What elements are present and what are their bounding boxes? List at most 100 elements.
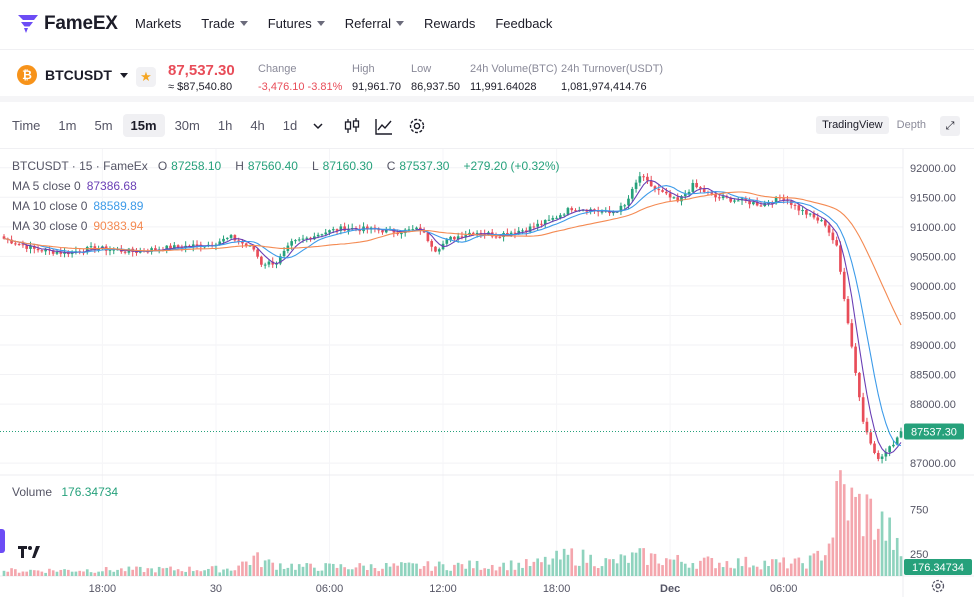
- candle-body: [36, 248, 40, 251]
- candle-body: [40, 250, 44, 252]
- candle-body: [316, 234, 320, 237]
- interval-30m[interactable]: 30m: [174, 118, 200, 133]
- interval-1d[interactable]: 1d: [282, 118, 298, 133]
- pair-selector[interactable]: ₿ BTCUSDT: [17, 65, 128, 85]
- volume-bar: [135, 566, 138, 576]
- volume-bar: [267, 559, 271, 576]
- volume-bar: [547, 564, 551, 576]
- candle-body: [426, 232, 430, 242]
- candle-body: [759, 205, 763, 207]
- nav-rewards[interactable]: Rewards: [424, 16, 475, 31]
- volume-bar: [759, 569, 763, 576]
- candle-body: [710, 192, 714, 194]
- favorite-star-icon[interactable]: ★: [136, 67, 156, 87]
- volume-bar: [188, 566, 191, 576]
- view-depth[interactable]: Depth: [896, 119, 926, 131]
- volume-bar: [600, 566, 604, 576]
- candle-body: [422, 230, 426, 233]
- volume-bar: [229, 570, 233, 576]
- interval-time[interactable]: Time: [12, 118, 41, 133]
- candle-body: [566, 208, 570, 215]
- volume-bar: [184, 571, 187, 576]
- current-volume-tag: [904, 559, 972, 575]
- nav-trade[interactable]: Trade: [201, 16, 248, 31]
- candle-body: [668, 193, 672, 198]
- candle-body: [797, 205, 801, 211]
- volume-bar: [14, 569, 17, 576]
- volume-bar: [490, 564, 494, 576]
- fullscreen-expand-icon[interactable]: ⤢: [940, 116, 960, 136]
- volume-bar: [596, 568, 600, 576]
- legend-l-label: L: [311, 159, 319, 173]
- price-chart[interactable]: 92000.00 91500.00 91000.00 90500.00 90000.00…: [0, 148, 974, 597]
- volume-bar: [676, 554, 680, 576]
- candle-body: [665, 191, 668, 194]
- drawing-toolbar-toggle[interactable]: [0, 529, 5, 553]
- interval-4h[interactable]: 4h: [250, 118, 265, 133]
- volume-bar: [532, 561, 536, 576]
- more-intervals-chevron-icon[interactable]: [311, 119, 325, 133]
- candle-body: [10, 239, 13, 244]
- candle-body: [634, 182, 638, 189]
- candle-body: [218, 241, 222, 245]
- view-tradingview[interactable]: TradingView: [816, 116, 889, 134]
- tradingview-mark-icon: [18, 546, 40, 558]
- candle-body: [820, 220, 823, 222]
- stat-low-label: Low: [411, 63, 432, 75]
- tradingview-logo-icon[interactable]: [16, 541, 42, 563]
- interval-1m[interactable]: 1m: [58, 118, 77, 133]
- candle-body: [343, 226, 346, 231]
- volume-bar: [426, 561, 430, 576]
- volume-bar: [581, 549, 585, 576]
- price-axis-tick: 91500.00: [910, 192, 956, 204]
- interval-1h[interactable]: 1h: [217, 118, 233, 133]
- candle-body: [513, 232, 517, 234]
- candle-body: [801, 210, 804, 212]
- brand-logo[interactable]: FameEX: [16, 13, 118, 35]
- volume-bar: [899, 556, 903, 576]
- candlestick-type-icon[interactable]: [342, 116, 362, 136]
- candle-body: [475, 232, 479, 234]
- scale-settings-gear-icon[interactable]: [930, 578, 946, 594]
- candle-body: [59, 251, 63, 254]
- volume-bar: [169, 566, 172, 576]
- interval-15m[interactable]: 15m: [122, 114, 165, 137]
- candle-body: [229, 235, 233, 238]
- volume-bar: [244, 561, 248, 576]
- chart-settings-gear-icon[interactable]: [407, 116, 427, 136]
- price-axis-tick: 89000.00: [910, 340, 956, 352]
- candle-body: [85, 246, 89, 253]
- candle-body: [17, 244, 21, 246]
- indicators-icon[interactable]: [374, 116, 394, 136]
- volume-bar: [297, 564, 301, 576]
- volume-bar: [2, 570, 6, 576]
- volume-bar: [222, 569, 225, 576]
- volume-bar: [835, 481, 838, 576]
- candle-body: [191, 244, 195, 247]
- nav-markets[interactable]: Markets: [135, 16, 181, 31]
- candle-body: [683, 194, 687, 197]
- candle-body: [691, 182, 695, 192]
- candlestick-chart[interactable]: 92000.00 91500.00 91000.00 90500.00 90000.00…: [0, 149, 974, 597]
- interval-5m[interactable]: 5m: [94, 118, 113, 133]
- legend-ma30-value: 90383.94: [93, 219, 144, 233]
- volume-bar: [260, 567, 263, 576]
- candle-body: [434, 246, 437, 252]
- volume-bar: [210, 566, 214, 576]
- candle-body: [551, 218, 555, 220]
- candle-body: [865, 421, 869, 433]
- candle-body: [252, 245, 256, 250]
- candle-body: [543, 220, 547, 225]
- nav-referral[interactable]: Referral: [345, 16, 405, 31]
- volume-bar: [850, 487, 854, 576]
- candle-body: [782, 198, 785, 200]
- volume-axis-tick: 250: [910, 549, 928, 561]
- last-price: 87,537.30: [168, 62, 235, 79]
- candle-body: [347, 229, 350, 231]
- volume-bar: [388, 566, 392, 576]
- nav-feedback[interactable]: Feedback: [495, 16, 552, 31]
- nav-futures[interactable]: Futures: [268, 16, 325, 31]
- volume-bar: [653, 553, 657, 576]
- volume-bar: [415, 563, 418, 576]
- volume-bar: [566, 554, 570, 576]
